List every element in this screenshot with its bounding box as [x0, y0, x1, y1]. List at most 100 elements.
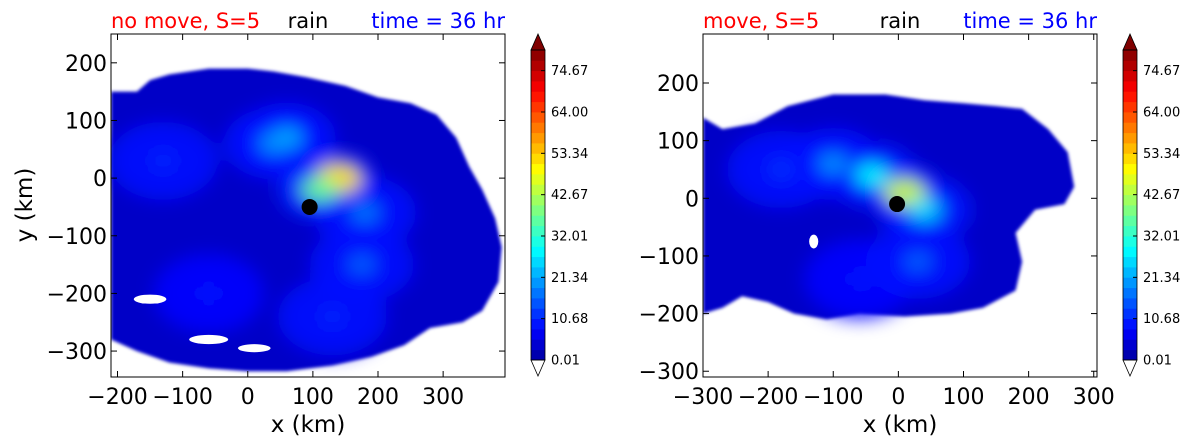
colorbar-level: [1123, 91, 1137, 103]
plot-area: [111, 68, 502, 372]
colorbar-tick-label: 53.34: [551, 147, 588, 162]
colorbar-level: [1123, 70, 1137, 82]
rain-field: [703, 94, 1075, 340]
colorbar-level: [531, 184, 545, 196]
x-tick-label: −100: [152, 385, 212, 410]
y-tick-label: −100: [639, 245, 699, 270]
rain-core: [855, 163, 890, 187]
colorbar-level: [531, 205, 545, 216]
x-tick-label: −200: [738, 385, 798, 410]
title-left: move, S=5: [703, 9, 819, 33]
rain-core: [348, 255, 376, 274]
colorbar-level: [531, 132, 545, 144]
colorbar-level: [531, 153, 545, 165]
colorbar-level: [531, 101, 545, 113]
rain-core: [259, 133, 289, 154]
colorbar-tick-label: 0.01: [551, 354, 580, 369]
rain-field: [111, 68, 502, 372]
colorbar: 74.67 64.00 53.34 42.67 32.01 21.34 10.68 0.01: [530, 33, 588, 377]
colorbar-level: [1123, 50, 1137, 61]
colorbar-level: [1123, 153, 1137, 165]
y-tick-label: 100: [657, 130, 699, 155]
x-tick-label: 200: [357, 385, 399, 410]
colorbar-tick-label: 0.01: [1143, 354, 1172, 369]
colorbar-level: [1123, 101, 1137, 113]
colorbar-tick-label: 64.00: [1143, 106, 1180, 121]
axes-frame: [702, 33, 1098, 378]
panel-no-move: no move, S=5 rain time = 36 hr −200 −100 0…: [12, 9, 588, 438]
y-tick-label: −100: [47, 225, 107, 250]
colorbar-level: [531, 236, 545, 247]
colorbar-level: [1123, 298, 1137, 309]
x-tick-label: 200: [1008, 385, 1050, 410]
title-left: no move, S=5: [111, 9, 260, 33]
colorbar-frame: [530, 49, 546, 361]
colorbar-level: [531, 277, 545, 289]
colorbar-level: [1123, 246, 1137, 258]
colorbar-level: [531, 60, 545, 72]
y-tick-label: −300: [639, 360, 699, 385]
colorbar-level: [531, 112, 545, 123]
y-tick-label: −200: [47, 282, 107, 307]
rain-core: [300, 176, 339, 203]
y-tick-label: 100: [65, 109, 107, 134]
x-tick-label: 100: [942, 385, 984, 410]
colorbar-level: [1123, 132, 1137, 144]
colorbar-tick-label: 42.67: [1143, 188, 1180, 203]
colorbar-level: [531, 318, 545, 330]
colorbar-level: [1123, 287, 1137, 299]
colorbar-frame: [1122, 49, 1138, 361]
rain-core: [768, 161, 794, 178]
colorbar-extend-max: [1122, 33, 1138, 51]
colorbar-level: [531, 163, 545, 175]
colorbar-level: [1123, 194, 1137, 206]
colorbar-level: [1123, 184, 1137, 196]
colorbar-level: [1123, 318, 1137, 330]
x-axis-label: x (km): [271, 412, 346, 438]
colorbar-level: [1123, 215, 1137, 227]
colorbar-level: [531, 143, 545, 154]
rain-core: [150, 152, 176, 170]
colorbar-extend-max: [530, 33, 546, 51]
colorbar-level: [531, 50, 545, 61]
colorbar-level: [531, 339, 545, 351]
colorbar-level: [1123, 60, 1137, 72]
x-tick-label: 300: [1073, 385, 1115, 410]
title-right: time = 36 hr: [963, 9, 1097, 33]
colorbar-level: [531, 122, 545, 134]
colorbar-level: [1123, 143, 1137, 154]
colorbar-tick-label: 64.00: [551, 106, 588, 121]
dry-patch: [809, 234, 819, 249]
colorbar-tick-label: 10.68: [551, 312, 588, 327]
rain-core: [847, 270, 872, 288]
rain-core: [350, 203, 380, 223]
colorbar-level: [1123, 329, 1137, 340]
colorbar-level: [1123, 349, 1137, 361]
colorbar-level: [531, 298, 545, 309]
colorbar-level: [531, 246, 545, 258]
colorbar-tick-label: 21.34: [551, 271, 588, 286]
x-tick-label: 100: [292, 385, 334, 410]
colorbar-tick-label: 32.01: [1143, 229, 1180, 244]
colorbar-level: [1123, 174, 1137, 185]
colorbar-level: [1123, 122, 1137, 134]
title-right: time = 36 hr: [371, 9, 505, 33]
dry-patch: [133, 294, 167, 304]
colorbar-level: [531, 287, 545, 299]
axes-frame: [110, 33, 506, 378]
x-tick-label: 0: [891, 385, 905, 410]
colorbar-level: [531, 308, 545, 320]
colorbar-level: [1123, 308, 1137, 320]
colorbar-level: [531, 81, 545, 92]
y-tick-label: −300: [47, 340, 107, 365]
colorbar: 74.67 64.00 53.34 42.67 32.01 21.34 10.68 0.01: [1122, 33, 1180, 377]
dry-patch: [237, 344, 271, 353]
colorbar-level: [1123, 112, 1137, 123]
colorbar-level: [531, 256, 545, 268]
title-center: rain: [288, 9, 329, 33]
x-tick-label: −200: [87, 385, 147, 410]
colorbar-extend-min: [1122, 359, 1138, 377]
colorbar-tick-label: 74.67: [551, 64, 588, 79]
